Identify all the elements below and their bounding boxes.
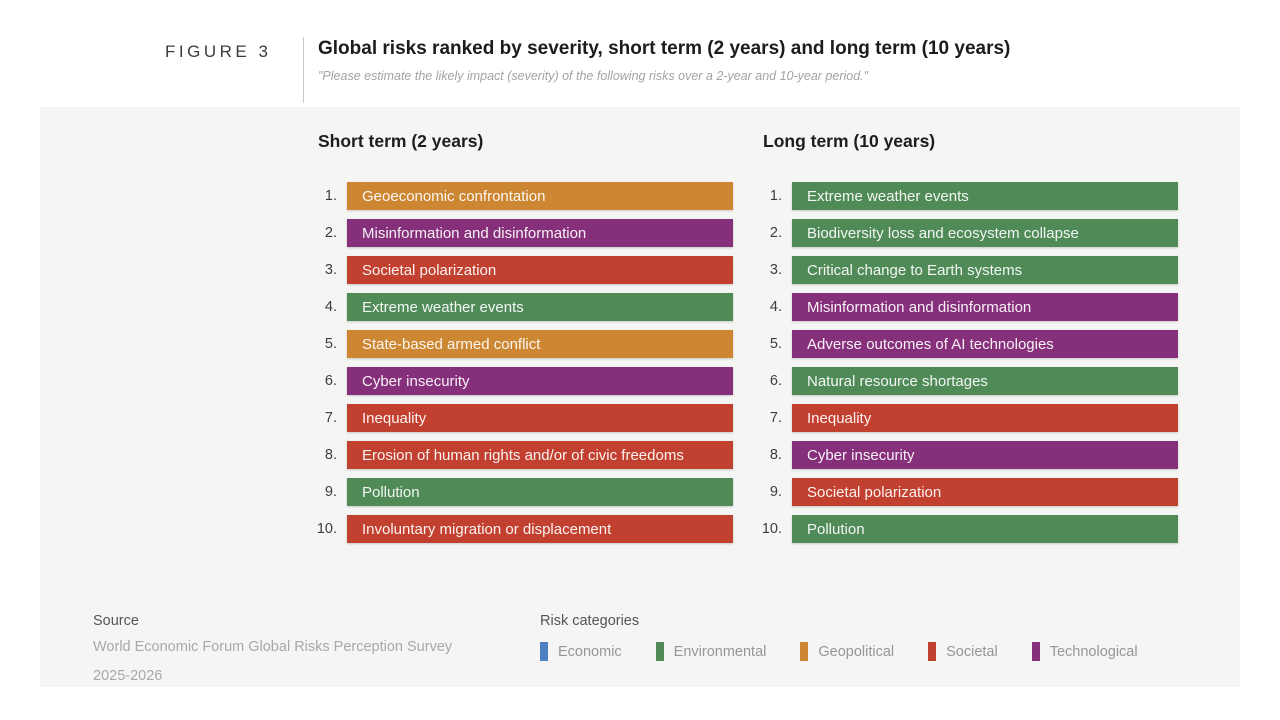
rank-number: 2. [769, 225, 782, 241]
risk-row: 3. Critical change to Earth systems [752, 256, 1178, 284]
risk-bar: Erosion of human rights and/or of civic … [347, 441, 733, 469]
header-divider [303, 37, 304, 103]
risk-categories-legend: Risk categories Economic Environmental Geo… [540, 613, 1172, 661]
legend-items: Economic Environmental Geopolitical Societa… [540, 642, 1172, 661]
risk-bar: Geoeconomic confrontation [347, 182, 733, 210]
short-term-header: Short term (2 years) [318, 131, 484, 151]
risk-bar: Pollution [347, 478, 733, 506]
rank-number: 3. [324, 262, 337, 278]
risk-row: 3. Societal polarization [307, 256, 733, 284]
rank-number: 10. [316, 521, 337, 537]
legend-item-societal: Societal [928, 642, 998, 661]
legend-item-economic: Economic [540, 642, 622, 661]
title-block: Global risks ranked by severity, short t… [318, 37, 1218, 83]
risk-bar: Cyber insecurity [347, 367, 733, 395]
source-line-1: World Economic Forum Global Risks Percep… [93, 639, 453, 655]
rank-number: 5. [324, 336, 337, 352]
legend-label: Societal [946, 643, 998, 660]
risk-row: 4. Extreme weather events [307, 293, 733, 321]
risk-row: 8. Erosion of human rights and/or of civi… [307, 441, 733, 469]
risk-bar: Biodiversity loss and ecosystem collapse [792, 219, 1178, 247]
legend-swatch-icon [800, 642, 809, 661]
risk-row: 8. Cyber insecurity [752, 441, 1178, 469]
legend-swatch-icon [540, 642, 548, 661]
rank-number: 8. [324, 447, 337, 463]
risk-row: 2. Misinformation and disinformation [307, 219, 733, 247]
legend-label: Technological [1049, 643, 1138, 660]
risk-bar: Societal polarization [792, 478, 1178, 506]
chart-title: Global risks ranked by severity, short t… [318, 38, 1011, 59]
figure-number-label: FIGURE 3 [165, 42, 272, 61]
short-term-rows: 1. Geoeconomic confrontation 2. Misinformat… [307, 182, 733, 543]
rank-number: 1. [324, 188, 337, 204]
risk-row: 10. Involuntary migration or displacement [307, 515, 733, 543]
risk-bar: Critical change to Earth systems [792, 256, 1178, 284]
rank-number: 7. [324, 410, 337, 426]
legend-item-geopolitical: Geopolitical [800, 642, 894, 661]
legend-label: Environmental [673, 643, 767, 660]
risk-row: 7. Inequality [752, 404, 1178, 432]
risk-bar: Cyber insecurity [792, 441, 1178, 469]
rank-number: 6. [769, 373, 782, 389]
legend-swatch-icon [655, 642, 664, 661]
legend-item-environmental: Environmental [655, 642, 767, 661]
risk-bar: Societal polarization [347, 256, 733, 284]
risk-bar: Inequality [347, 404, 733, 432]
risk-row: 9. Pollution [307, 478, 733, 506]
rank-number: 4. [769, 299, 782, 315]
rank-number: 2. [324, 225, 337, 241]
rank-number: 5. [769, 336, 782, 352]
rank-number: 8. [769, 447, 782, 463]
risk-bar: Misinformation and disinformation [792, 293, 1178, 321]
legend-label: Geopolitical [818, 643, 895, 660]
short-term-column: Short term (2 years) 1. Geoeconomic confr… [307, 131, 733, 552]
risk-bar: State-based armed conflict [347, 330, 733, 358]
chart-panel: Short term (2 years) 1. Geoeconomic confr… [40, 107, 1240, 687]
legend-swatch-icon [1031, 642, 1040, 661]
rank-number: 3. [769, 262, 782, 278]
risk-row: 9. Societal polarization [752, 478, 1178, 506]
risk-bar: Involuntary migration or displacement [347, 515, 733, 543]
risk-bar: Misinformation and disinformation [347, 219, 733, 247]
rank-number: 4. [324, 299, 337, 315]
legend-swatch-icon [928, 642, 937, 661]
rank-number: 9. [769, 484, 782, 500]
rank-number: 10. [761, 521, 782, 537]
legend-label: Economic [558, 643, 622, 660]
rank-number: 6. [324, 373, 337, 389]
risk-row: 4. Misinformation and disinformation [752, 293, 1178, 321]
risk-row: 1. Extreme weather events [752, 182, 1178, 210]
source-block: Source World Economic Forum Global Risks… [93, 613, 452, 686]
rank-number: 9. [324, 484, 337, 500]
risk-row: 6. Cyber insecurity [307, 367, 733, 395]
risk-bar: Extreme weather events [347, 293, 733, 321]
source-line-2: 2025-2026 [93, 667, 163, 684]
risk-bar: Extreme weather events [792, 182, 1178, 210]
risk-bar: Natural resource shortages [792, 367, 1178, 395]
risk-bar: Pollution [792, 515, 1178, 543]
rank-number: 7. [769, 410, 782, 426]
legend-item-technological: Technological [1031, 642, 1138, 661]
risk-row: 10. Pollution [752, 515, 1178, 543]
risk-row: 1. Geoeconomic confrontation [307, 182, 733, 210]
risk-row: 5. State-based armed conflict [307, 330, 733, 358]
source-heading: Source [93, 613, 139, 629]
legend-heading: Risk categories [540, 613, 640, 629]
rank-number: 1. [769, 188, 782, 204]
risk-bar: Inequality [792, 404, 1178, 432]
risk-row: 6. Natural resource shortages [752, 367, 1178, 395]
long-term-column: Long term (10 years) 1. Extreme weather e… [752, 131, 1178, 552]
risk-bar: Adverse outcomes of AI technologies [792, 330, 1178, 358]
risk-row: 2. Biodiversity loss and ecosystem collap… [752, 219, 1178, 247]
long-term-header: Long term (10 years) [763, 131, 936, 151]
risk-row: 7. Inequality [307, 404, 733, 432]
chart-subtitle: "Please estimate the likely impact (seve… [318, 68, 869, 83]
long-term-rows: 1. Extreme weather events 2. Biodiversity l… [752, 182, 1178, 543]
risk-row: 5. Adverse outcomes of AI technologies [752, 330, 1178, 358]
